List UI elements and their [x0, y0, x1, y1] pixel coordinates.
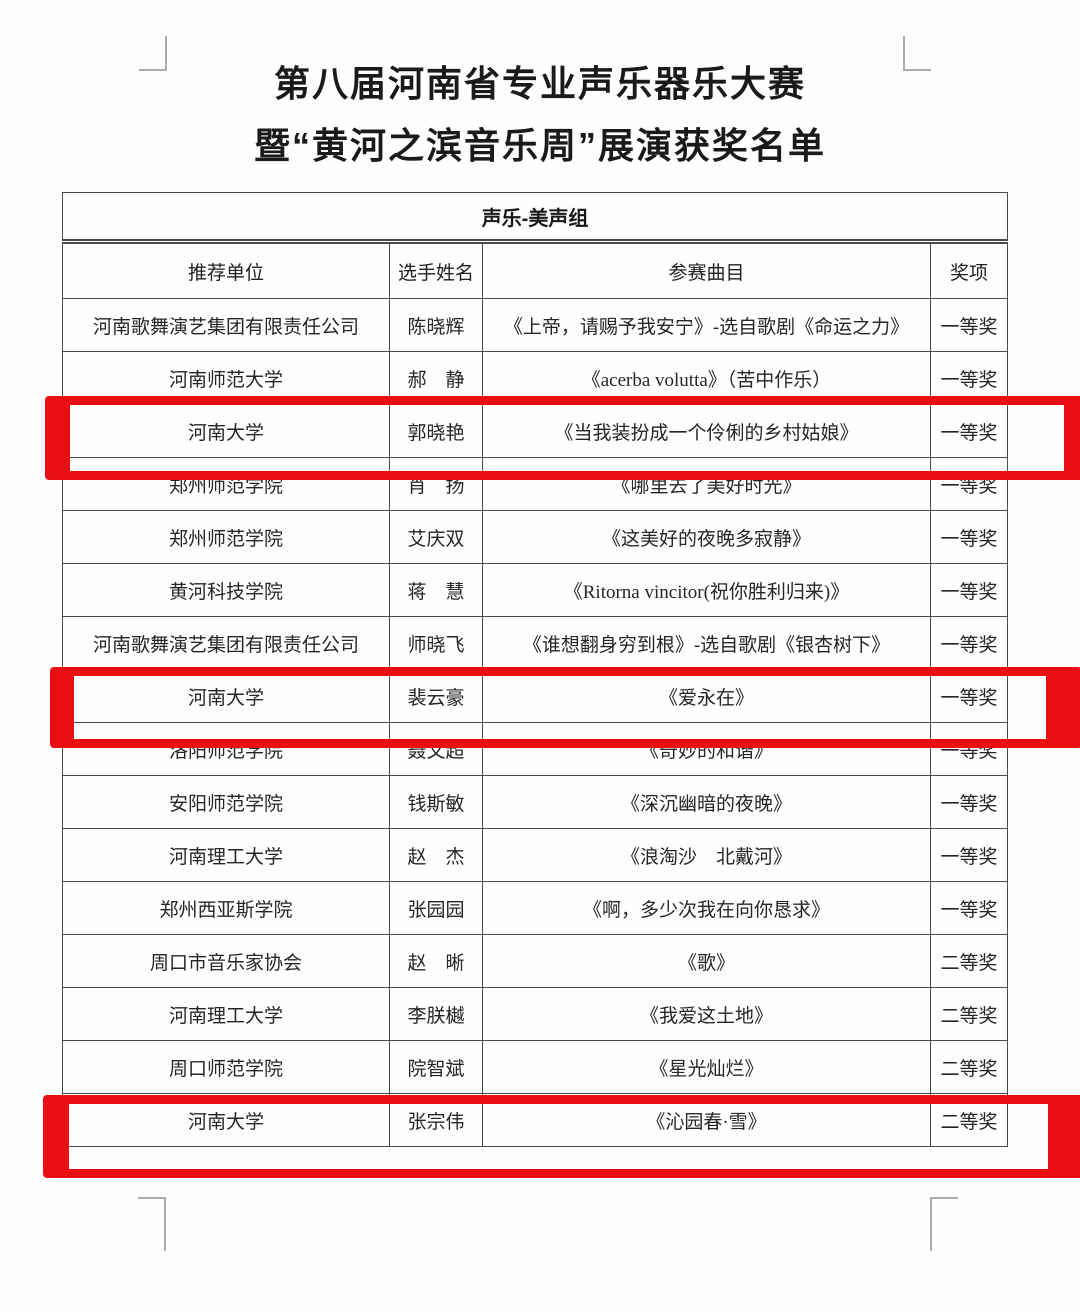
award-cell: 一等奖 [929, 669, 1009, 723]
table-row: 河南师范大学郝 静《acerba volutta》（苦中作乐） 一等奖 [62, 351, 1009, 405]
piece-cell: 《上帝，请赐予我安宁》-选自歌剧《命运之力》 [482, 298, 931, 352]
unit-cell: 河南师范大学 [62, 351, 390, 405]
piece-cell: 《沁园春·雪》 [482, 1093, 931, 1147]
award-cell: 二等奖 [929, 934, 1009, 988]
unit-cell: 河南理工大学 [62, 828, 390, 882]
column-header-1: 选手姓名 [389, 241, 483, 299]
table-row: 黄河科技学院蒋 慧《Ritorna vincitor(祝你胜利归来)》 一等奖 [62, 563, 1009, 617]
margin-corner-top-right-icon [903, 36, 931, 71]
name-cell: 肖 扬 [389, 457, 483, 511]
table-row: 河南歌舞演艺集团有限责任公司 师晓飞 《谁想翻身穷到根》-选自歌剧《银杏树下》 一等奖 [62, 616, 1009, 670]
award-cell: 二等奖 [929, 1040, 1009, 1094]
table-row: 郑州师范学院 艾庆双 《这美好的夜晚多寂静》 一等奖 [62, 510, 1009, 564]
table-row: 周口市音乐家协会赵 晰《歌》 二等奖 [62, 934, 1009, 988]
table-row: 郑州西亚斯学院 张园园 《啊，多少次我在向你恳求》 一等奖 [62, 881, 1009, 935]
award-cell: 一等奖 [929, 722, 1009, 776]
piece-cell: 《浪淘沙 北戴河》 [482, 828, 931, 882]
table-column-header-row: 推荐单位 选手姓名 参赛曲目 奖项 [62, 241, 1009, 299]
award-cell: 一等奖 [929, 563, 1009, 617]
award-cell: 二等奖 [929, 987, 1009, 1041]
name-cell: 艾庆双 [389, 510, 483, 564]
name-cell: 李朕樾 [389, 987, 483, 1041]
piece-cell: 《当我装扮成一个伶俐的乡村姑娘》 [482, 404, 931, 458]
award-cell: 一等奖 [929, 510, 1009, 564]
title-line-1: 第八届河南省专业声乐器乐大赛 [273, 63, 806, 104]
unit-cell: 河南大学 [62, 1093, 390, 1147]
name-cell: 张园园 [389, 881, 483, 935]
title-line-2: 暨“黄河之滨音乐周”展演获奖名单 [253, 125, 826, 166]
unit-cell: 河南歌舞演艺集团有限责任公司 [62, 298, 390, 352]
table-row: 安阳师范学院 钱斯敏 《深沉幽暗的夜晚》 一等奖 [62, 775, 1009, 829]
table-row: 河南大学 郭晓艳 《当我装扮成一个伶俐的乡村姑娘》 一等奖 [62, 404, 1009, 458]
name-cell: 赵 晰 [389, 934, 483, 988]
piece-cell: 《acerba volutta》（苦中作乐） [482, 351, 931, 405]
unit-cell: 周口师范学院 [62, 1040, 390, 1094]
piece-cell: 《星光灿烂》 [482, 1040, 931, 1094]
piece-cell: 《我爱这土地》 [482, 987, 931, 1041]
margin-corner-bottom-right-icon [930, 1197, 958, 1251]
table-row: 河南歌舞演艺集团有限责任公司 陈晓辉 《上帝，请赐予我安宁》-选自歌剧《命运之力》一… [62, 298, 1009, 352]
unit-cell: 洛阳师范学院 [62, 722, 390, 776]
unit-cell: 郑州西亚斯学院 [62, 881, 390, 935]
piece-cell: 《啊，多少次我在向你恳求》 [482, 881, 931, 935]
unit-cell: 周口市音乐家协会 [62, 934, 390, 988]
award-cell: 一等奖 [929, 616, 1009, 670]
name-cell: 师晓飞 [389, 616, 483, 670]
piece-cell: 《这美好的夜晚多寂静》 [482, 510, 931, 564]
table-row: 河南大学 裴云豪 《爱永在》 一等奖 [62, 669, 1009, 723]
piece-cell: 《爱永在》 [482, 669, 931, 723]
piece-cell: 《Ritorna vincitor(祝你胜利归来)》 [482, 563, 931, 617]
name-cell: 陈晓辉 [389, 298, 483, 352]
unit-cell: 黄河科技学院 [62, 563, 390, 617]
unit-cell: 河南理工大学 [62, 987, 390, 1041]
piece-cell: 《谁想翻身穷到根》-选自歌剧《银杏树下》 [482, 616, 931, 670]
table-row: 郑州师范学院肖 扬《哪里去了美好时光》 一等奖 [62, 457, 1009, 511]
column-header-0: 推荐单位 [62, 241, 390, 299]
margin-corner-bottom-left-icon [138, 1197, 166, 1251]
unit-cell: 河南大学 [62, 404, 390, 458]
name-cell: 张宗伟 [389, 1093, 483, 1147]
piece-cell: 《歌》 [482, 934, 931, 988]
name-cell: 院智斌 [389, 1040, 483, 1094]
unit-cell: 郑州师范学院 [62, 510, 390, 564]
name-cell: 赵 杰 [389, 828, 483, 882]
column-header-2: 参赛曲目 [482, 241, 931, 299]
award-cell: 一等奖 [929, 828, 1009, 882]
name-cell: 聂文超 [389, 722, 483, 776]
award-cell: 一等奖 [929, 457, 1009, 511]
name-cell: 蒋 慧 [389, 563, 483, 617]
document-title: 第八届河南省专业声乐器乐大赛 暨“黄河之滨音乐周”展演获奖名单 [0, 66, 1080, 164]
piece-cell: 《哪里去了美好时光》 [482, 457, 931, 511]
unit-cell: 河南大学 [62, 669, 390, 723]
margin-corner-top-left-icon [139, 36, 167, 71]
name-cell: 郭晓艳 [389, 404, 483, 458]
table-row: 周口师范学院 院智斌 《星光灿烂》 二等奖 [62, 1040, 1009, 1094]
table-row: 河南大学 张宗伟 《沁园春·雪》 二等奖 [62, 1093, 1009, 1147]
name-cell: 裴云豪 [389, 669, 483, 723]
award-cell: 一等奖 [929, 775, 1009, 829]
award-cell: 一等奖 [929, 404, 1009, 458]
award-cell: 二等奖 [929, 1093, 1009, 1147]
table-group-header-row: 声乐-美声组 [61, 192, 1009, 244]
piece-cell: 《深沉幽暗的夜晚》 [482, 775, 931, 829]
unit-cell: 河南歌舞演艺集团有限责任公司 [62, 616, 390, 670]
unit-cell: 郑州师范学院 [62, 457, 390, 511]
group-header-label: 声乐-美声组 [61, 192, 1009, 244]
table-row: 河南理工大学赵 杰《浪淘沙 北戴河》 一等奖 [62, 828, 1009, 882]
award-cell: 一等奖 [929, 881, 1009, 935]
name-cell: 郝 静 [389, 351, 483, 405]
piece-cell: 《奇妙的和谐》 [482, 722, 931, 776]
name-cell: 钱斯敏 [389, 775, 483, 829]
table-row: 洛阳师范学院 聂文超 《奇妙的和谐》 一等奖 [62, 722, 1009, 776]
column-header-3: 奖项 [929, 241, 1009, 299]
unit-cell: 安阳师范学院 [62, 775, 390, 829]
awards-table: 声乐-美声组 推荐单位 选手姓名 参赛曲目 奖项 河南歌舞演艺集团有限责任公司 陈晓辉《… [61, 192, 1009, 1147]
award-cell: 一等奖 [929, 351, 1009, 405]
award-cell: 一等奖 [929, 298, 1009, 352]
table-row: 河南理工大学 李朕樾 《我爱这土地》 二等奖 [62, 987, 1009, 1041]
